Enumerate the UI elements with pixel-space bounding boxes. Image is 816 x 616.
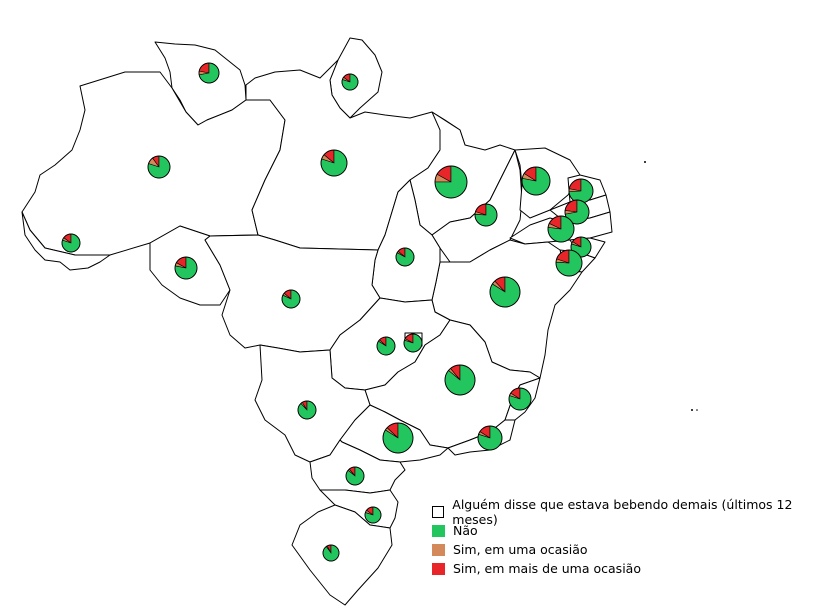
legend-swatch-nao (432, 524, 445, 537)
pie-mt (281, 289, 301, 309)
pie-outline-mg (444, 364, 476, 396)
legend-item-nao: Não (432, 521, 816, 540)
pie-rs (322, 544, 340, 562)
pie-outline-rj (477, 425, 503, 451)
pie-outline-ms (297, 400, 317, 420)
legend-title: Alguém disse que estava bebendo demais (… (452, 496, 793, 527)
pie-rn (568, 178, 594, 204)
pie-rr (198, 62, 220, 84)
legend-swatch-sim-mais (432, 562, 445, 575)
pie-pr (345, 466, 365, 486)
legend-swatch-sim-uma (432, 543, 445, 556)
pie-ms (297, 400, 317, 420)
pie-ro (174, 256, 198, 280)
pie-outline-pe (547, 215, 575, 243)
pie-ba (489, 276, 521, 308)
pie-pe (547, 215, 575, 243)
pie-outline-mt (281, 289, 301, 309)
pie-charts (61, 62, 594, 562)
pie-ce (521, 166, 551, 196)
pie-ac (61, 233, 81, 253)
pie-outline-rs (322, 544, 340, 562)
pie-outline-pr (345, 466, 365, 486)
pie-outline-sc (364, 506, 382, 524)
pie-outline-rr (198, 62, 220, 84)
pie-df (403, 333, 423, 353)
pie-outline-df (403, 333, 423, 353)
pie-outline-go (376, 336, 396, 356)
pie-outline-ma (434, 165, 468, 199)
state-rs (291, 504, 393, 606)
islands (644, 161, 698, 411)
legend-label-sim-mais: Sim, em mais de uma ocasião (453, 561, 641, 576)
pie-outline-sp (382, 422, 414, 454)
pie-outline-es (508, 387, 532, 411)
legend-item-sim-uma: Sim, em uma ocasião (432, 540, 816, 559)
legend-title-row: Alguém disse que estava bebendo demais (… (432, 497, 816, 527)
state-ac (21, 211, 111, 271)
pie-pi (474, 203, 498, 227)
legend-outline-swatch (432, 505, 445, 518)
pie-outline-pa (320, 149, 348, 177)
pie-rj (477, 425, 503, 451)
pie-sp (382, 422, 414, 454)
pie-go (376, 336, 396, 356)
pie-sc (364, 506, 382, 524)
legend-label-sim-uma: Sim, em uma ocasião (453, 542, 588, 557)
pie-outline-pb (564, 199, 590, 225)
pie-outline-ba (489, 276, 521, 308)
legend-label-nao: Não (453, 523, 478, 538)
legend-item-sim-mais: Sim, em mais de uma ocasião (432, 559, 816, 578)
pie-to (395, 247, 415, 267)
pie-outline-ce (521, 166, 551, 196)
pie-outline-to (395, 247, 415, 267)
pie-pa (320, 149, 348, 177)
pie-pb (564, 199, 590, 225)
state-pr (309, 439, 406, 494)
pie-ap (341, 73, 359, 91)
pie-se (555, 249, 583, 277)
pie-outline-se (555, 249, 583, 277)
pie-outline-ap (341, 73, 359, 91)
pie-outline-ac (61, 233, 81, 253)
pie-outline-am (147, 155, 171, 179)
pie-outline-ro (174, 256, 198, 280)
pie-es (508, 387, 532, 411)
pie-am (147, 155, 171, 179)
legend: Alguém disse que estava bebendo demais (… (432, 497, 816, 578)
pie-ma (434, 165, 468, 199)
pie-outline-pi (474, 203, 498, 227)
pie-mg (444, 364, 476, 396)
